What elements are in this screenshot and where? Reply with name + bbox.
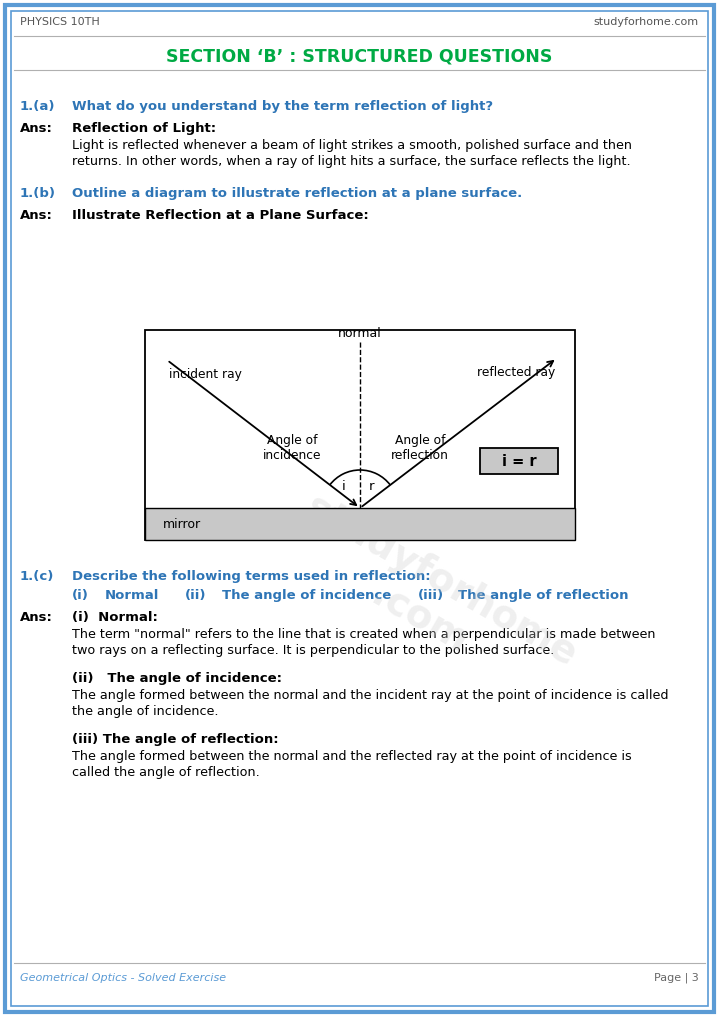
Text: 1.(b): 1.(b)	[20, 187, 56, 200]
Text: What do you understand by the term reflection of light?: What do you understand by the term refle…	[72, 100, 493, 113]
Text: The angle of reflection: The angle of reflection	[458, 589, 628, 602]
Text: 1.(c): 1.(c)	[20, 570, 55, 583]
Text: Angle of
reflection: Angle of reflection	[391, 434, 449, 462]
Text: two rays on a reflecting surface. It is perpendicular to the polished surface.: two rays on a reflecting surface. It is …	[72, 644, 554, 657]
Text: (iii) The angle of reflection:: (iii) The angle of reflection:	[72, 733, 279, 746]
Text: reflected ray: reflected ray	[477, 366, 555, 379]
Text: r: r	[370, 479, 375, 492]
Text: normal: normal	[338, 327, 382, 340]
Text: (ii): (ii)	[185, 589, 206, 602]
Text: i: i	[342, 479, 346, 492]
Text: incident ray: incident ray	[169, 368, 242, 381]
Text: Ans:: Ans:	[20, 122, 53, 135]
Text: Angle of
incidence: Angle of incidence	[262, 434, 321, 462]
Text: Page | 3: Page | 3	[654, 972, 699, 983]
Text: Normal: Normal	[105, 589, 160, 602]
Text: the angle of incidence.: the angle of incidence.	[72, 705, 219, 718]
Text: returns. In other words, when a ray of light hits a surface, the surface reflect: returns. In other words, when a ray of l…	[72, 155, 631, 168]
Text: Reflection of Light:: Reflection of Light:	[72, 122, 216, 135]
Text: The term "normal" refers to the line that is created when a perpendicular is mad: The term "normal" refers to the line tha…	[72, 629, 656, 641]
Text: Ans:: Ans:	[20, 611, 53, 624]
Text: mirror: mirror	[163, 518, 201, 531]
Bar	[145, 508, 575, 540]
Text: (i): (i)	[72, 589, 89, 602]
Text: PHYSICS 10TH: PHYSICS 10TH	[20, 17, 100, 27]
Bar	[480, 448, 558, 474]
Text: Illustrate Reflection at a Plane Surface:: Illustrate Reflection at a Plane Surface…	[72, 210, 369, 222]
Text: Geometrical Optics - Solved Exercise: Geometrical Optics - Solved Exercise	[20, 973, 226, 983]
Text: studyforhome.com: studyforhome.com	[594, 17, 699, 27]
Text: Ans:: Ans:	[20, 210, 53, 222]
Text: called the angle of reflection.: called the angle of reflection.	[72, 766, 260, 779]
Text: Describe the following terms used in reflection:: Describe the following terms used in ref…	[72, 570, 431, 583]
Text: (i)  Normal:: (i) Normal:	[72, 611, 158, 624]
Text: The angle formed between the normal and the incident ray at the point of inciden: The angle formed between the normal and …	[72, 689, 669, 702]
Text: Outline a diagram to illustrate reflection at a plane surface.: Outline a diagram to illustrate reflecti…	[72, 187, 522, 200]
Text: (ii)   The angle of incidence:: (ii) The angle of incidence:	[72, 672, 282, 685]
Text: The angle formed between the normal and the reflected ray at the point of incide: The angle formed between the normal and …	[72, 750, 632, 763]
Text: Light is reflected whenever a beam of light strikes a smooth, polished surface a: Light is reflected whenever a beam of li…	[72, 139, 632, 152]
Text: studyforhome
.com: studyforhome .com	[277, 488, 583, 712]
Text: SECTION ‘B’ : STRUCTURED QUESTIONS: SECTION ‘B’ : STRUCTURED QUESTIONS	[166, 48, 552, 66]
Text: The angle of incidence: The angle of incidence	[222, 589, 391, 602]
Text: i = r: i = r	[502, 454, 536, 469]
Bar	[145, 330, 575, 540]
Text: (iii): (iii)	[418, 589, 444, 602]
Text: 1.(a): 1.(a)	[20, 100, 55, 113]
